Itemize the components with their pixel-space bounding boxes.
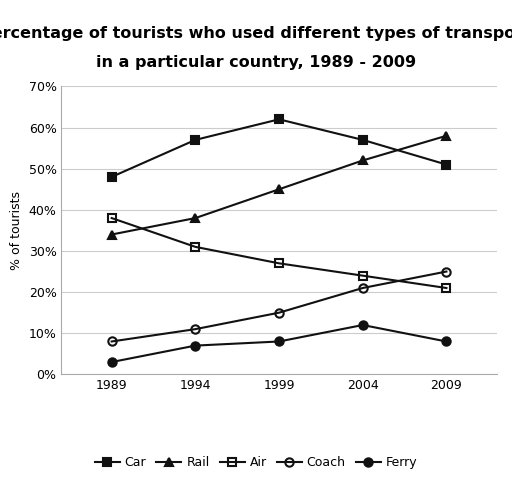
Car bbox=[276, 117, 282, 122]
Coach bbox=[276, 310, 282, 315]
Text: in a particular country, 1989 - 2009: in a particular country, 1989 - 2009 bbox=[96, 55, 416, 70]
Rail bbox=[109, 232, 115, 238]
Line: Ferry: Ferry bbox=[108, 321, 451, 366]
Text: Percentage of tourists who used different types of transport: Percentage of tourists who used differen… bbox=[0, 26, 512, 41]
Y-axis label: % of tourists: % of tourists bbox=[10, 191, 23, 270]
Rail bbox=[443, 133, 450, 139]
Ferry bbox=[443, 338, 450, 344]
Coach bbox=[443, 269, 450, 275]
Car bbox=[109, 174, 115, 180]
Rail bbox=[276, 186, 282, 192]
Air bbox=[193, 244, 199, 250]
Coach bbox=[359, 285, 366, 291]
Legend: Car, Rail, Air, Coach, Ferry: Car, Rail, Air, Coach, Ferry bbox=[95, 456, 417, 469]
Ferry bbox=[109, 359, 115, 365]
Air bbox=[276, 261, 282, 266]
Car bbox=[443, 162, 450, 168]
Air bbox=[359, 273, 366, 278]
Coach bbox=[193, 326, 199, 332]
Ferry bbox=[276, 338, 282, 344]
Air bbox=[109, 215, 115, 221]
Air bbox=[443, 285, 450, 291]
Ferry bbox=[193, 343, 199, 348]
Line: Rail: Rail bbox=[108, 132, 451, 239]
Ferry bbox=[359, 322, 366, 328]
Coach bbox=[109, 338, 115, 344]
Car bbox=[193, 137, 199, 143]
Line: Car: Car bbox=[108, 115, 451, 181]
Line: Coach: Coach bbox=[108, 267, 451, 346]
Line: Air: Air bbox=[108, 214, 451, 292]
Car bbox=[359, 137, 366, 143]
Rail bbox=[193, 215, 199, 221]
Rail bbox=[359, 157, 366, 163]
